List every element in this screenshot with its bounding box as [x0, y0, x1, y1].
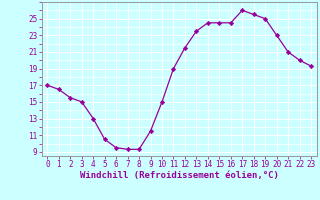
X-axis label: Windchill (Refroidissement éolien,°C): Windchill (Refroidissement éolien,°C)	[80, 171, 279, 180]
